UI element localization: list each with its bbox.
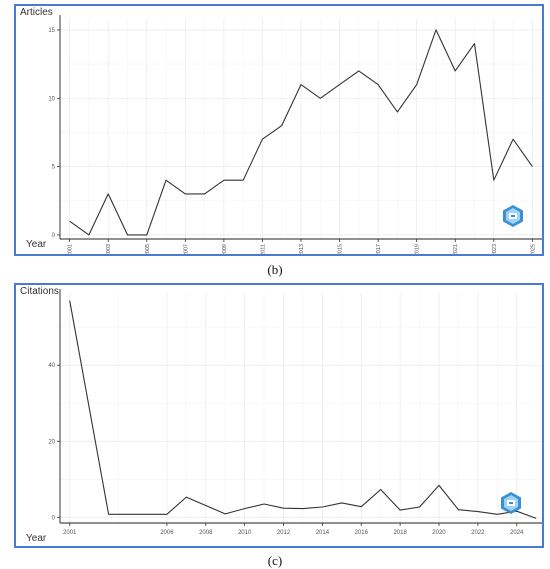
y-tick-label: 0 [52,233,56,239]
journal-logo-icon [501,492,521,514]
x-tick-label: 2010 [238,530,252,536]
articles-chart-panel: Articles 0 5 10 15 2001 2003 2005 2007 2009 2011 2… [14,4,544,256]
x-tick-label: 2025 [530,244,536,254]
articles-y-axis-title: Articles [20,7,53,18]
x-tick-label: 2017 [376,244,382,254]
x-tick-label: 2007 [183,244,189,254]
x-tick-label: 2013 [299,244,305,254]
x-tick-label: 2016 [355,530,369,536]
x-tick-label: 2021 [453,244,459,254]
x-tick-label: 2023 [492,244,498,254]
y-tick-label: 10 [48,96,55,102]
x-tick-label: 2009 [222,244,228,254]
x-tick-label: 2018 [393,530,407,536]
x-tick-label: 2001 [63,530,77,536]
series-line [69,300,537,519]
caption-c: (c) [267,553,283,568]
citations-line-chart: 0 20 40 2001 2006 2008 2010 2012 2014 2016 2018 202… [48,289,542,536]
x-tick-label: 2012 [277,530,291,536]
y-tick-label: 20 [48,439,55,445]
y-tick-label: 0 [52,515,56,521]
x-tick-label: 2005 [145,244,151,254]
citations-chart-panel: Citations 0 20 40 2001 2006 2008 2010 2012 2014 2… [14,283,544,548]
x-tick-label: 2006 [160,530,174,536]
citations-x-axis-title: Year [26,533,47,544]
x-tick-label: 2020 [432,530,446,536]
articles-x-axis-title: Year [26,239,47,250]
x-tick-label: 2014 [316,530,330,536]
x-tick-label: 2024 [510,530,524,536]
x-tick-label: 2008 [199,530,213,536]
y-tick-label: 40 [48,363,55,369]
citations-y-axis-title: Citations [20,286,59,297]
y-tick-label: 5 [52,165,56,171]
journal-logo-icon [503,205,523,227]
x-tick-label: 2011 [260,244,266,254]
y-tick-label: 15 [48,28,55,34]
x-tick-label: 2019 [415,244,421,254]
articles-line-chart: 0 5 10 15 2001 2003 2005 2007 2009 2011 2013 2015 20… [48,15,542,254]
x-tick-label: 2022 [471,530,485,536]
x-tick-label: 2015 [338,244,344,254]
x-tick-label: 2003 [106,244,112,254]
x-tick-label: 2001 [68,244,74,254]
caption-b: (b) [267,262,283,277]
